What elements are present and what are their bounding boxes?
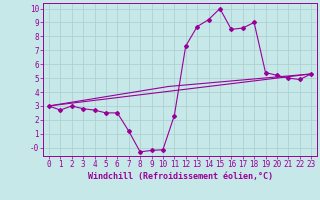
X-axis label: Windchill (Refroidissement éolien,°C): Windchill (Refroidissement éolien,°C): [87, 172, 273, 181]
